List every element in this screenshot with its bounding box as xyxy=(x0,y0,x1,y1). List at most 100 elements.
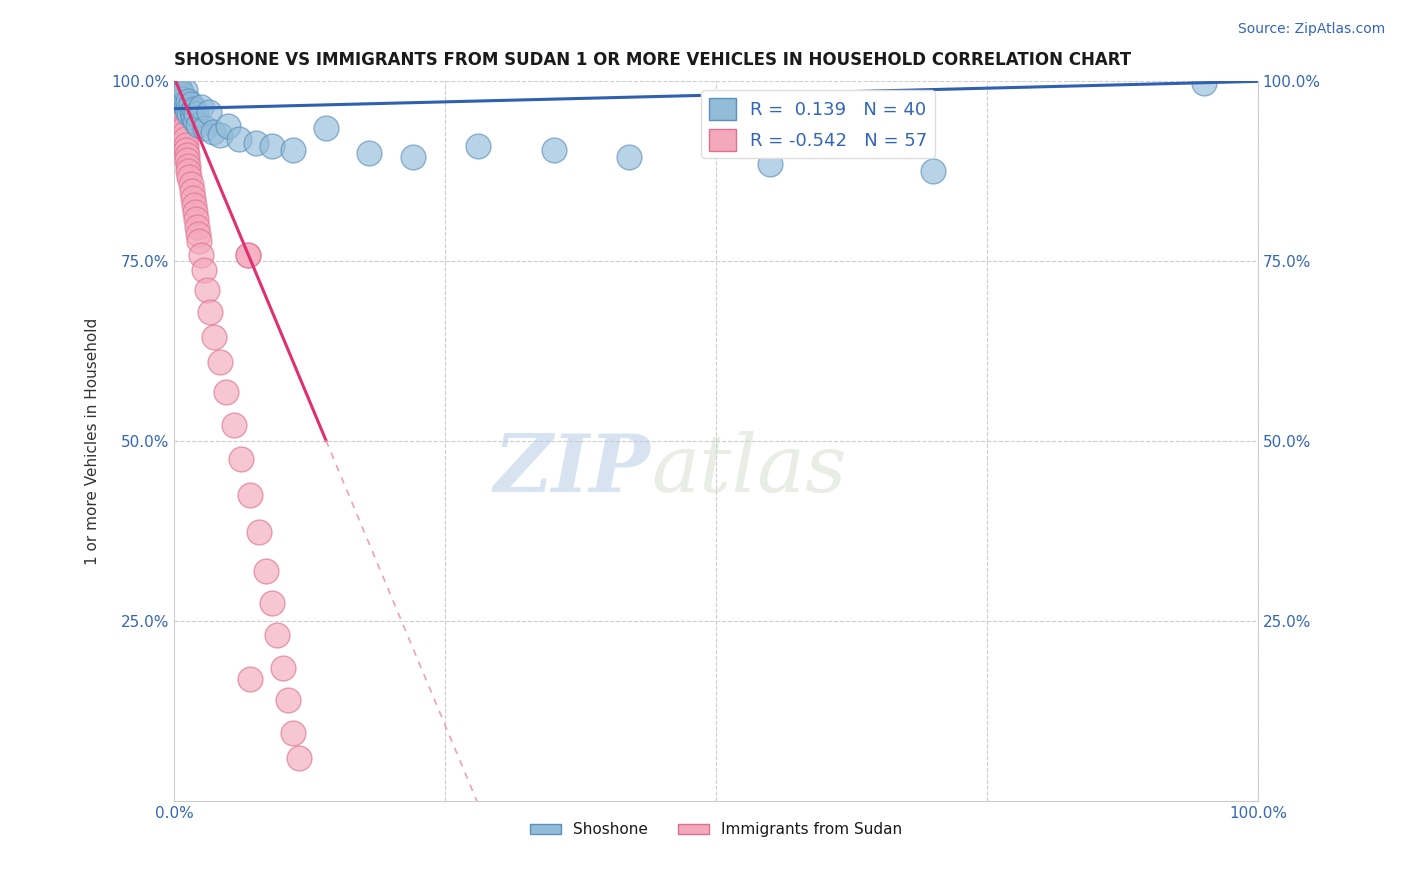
Point xyxy=(401,150,423,164)
Point xyxy=(170,103,193,117)
Point xyxy=(166,79,188,94)
Point xyxy=(187,118,209,132)
Text: ZIP: ZIP xyxy=(494,431,651,508)
Point xyxy=(190,99,212,113)
Point xyxy=(202,330,225,344)
Text: Source: ZipAtlas.com: Source: ZipAtlas.com xyxy=(1237,22,1385,37)
Point xyxy=(165,81,187,95)
Point xyxy=(170,97,193,112)
Point xyxy=(179,169,201,184)
Text: SHOSHONE VS IMMIGRANTS FROM SUDAN 1 OR MORE VEHICLES IN HOUSEHOLD CORRELATION CH: SHOSHONE VS IMMIGRANTS FROM SUDAN 1 OR M… xyxy=(174,51,1132,69)
Point xyxy=(271,661,294,675)
Point xyxy=(198,104,221,119)
Point xyxy=(186,219,208,234)
Point xyxy=(174,143,197,157)
Point xyxy=(180,97,202,112)
Point xyxy=(172,114,194,128)
Point xyxy=(165,77,187,91)
Point xyxy=(169,89,191,103)
Point xyxy=(177,159,200,173)
Point xyxy=(170,90,193,104)
Point xyxy=(165,76,187,90)
Point xyxy=(283,143,305,157)
Point xyxy=(228,132,250,146)
Point xyxy=(180,104,202,119)
Point xyxy=(188,234,211,248)
Point xyxy=(174,83,197,97)
Point xyxy=(184,212,207,227)
Point xyxy=(177,164,200,178)
Point xyxy=(167,85,190,99)
Point xyxy=(166,85,188,99)
Point xyxy=(283,725,305,739)
Point xyxy=(174,132,197,146)
Point xyxy=(166,81,188,95)
Text: atlas: atlas xyxy=(651,431,846,508)
Point xyxy=(173,95,195,110)
Point xyxy=(183,198,205,212)
Point xyxy=(245,136,267,150)
Point xyxy=(467,139,489,153)
Point xyxy=(921,164,943,178)
Point xyxy=(174,137,197,152)
Point xyxy=(169,87,191,102)
Point xyxy=(174,126,197,140)
Point xyxy=(167,79,190,94)
Point xyxy=(236,248,259,262)
Point xyxy=(184,106,207,120)
Point xyxy=(170,99,193,113)
Point xyxy=(170,87,193,102)
Legend: Shoshone, Immigrants from Sudan: Shoshone, Immigrants from Sudan xyxy=(524,816,908,844)
Point xyxy=(239,672,262,686)
Point xyxy=(194,121,217,136)
Point xyxy=(177,95,200,109)
Point xyxy=(172,92,194,106)
Point xyxy=(172,111,194,125)
Point xyxy=(180,177,202,191)
Point xyxy=(198,304,221,318)
Point xyxy=(176,103,198,117)
Point xyxy=(288,750,311,764)
Point xyxy=(277,693,299,707)
Point xyxy=(184,114,207,128)
Point xyxy=(266,628,288,642)
Point xyxy=(184,205,207,219)
Point xyxy=(181,111,204,125)
Point xyxy=(254,564,277,578)
Point xyxy=(543,143,565,157)
Point xyxy=(359,146,381,161)
Point xyxy=(170,95,193,109)
Point xyxy=(172,106,194,120)
Point xyxy=(176,153,198,168)
Point xyxy=(315,121,337,136)
Point xyxy=(195,283,218,297)
Point xyxy=(193,263,215,277)
Point xyxy=(208,128,231,143)
Point xyxy=(173,121,195,136)
Point xyxy=(215,385,238,400)
Point xyxy=(190,248,212,262)
Point xyxy=(169,83,191,97)
Point xyxy=(260,139,283,153)
Point xyxy=(170,92,193,106)
Y-axis label: 1 or more Vehicles in Household: 1 or more Vehicles in Household xyxy=(86,318,100,565)
Point xyxy=(179,106,201,120)
Point xyxy=(180,184,202,198)
Point xyxy=(165,78,187,92)
Point xyxy=(173,118,195,132)
Point xyxy=(222,418,245,433)
Point xyxy=(217,119,239,133)
Point xyxy=(1192,76,1215,90)
Point xyxy=(208,355,231,369)
Point xyxy=(176,148,198,162)
Point xyxy=(174,99,197,113)
Point xyxy=(759,157,782,171)
Point xyxy=(239,488,262,502)
Point xyxy=(187,227,209,241)
Point xyxy=(183,102,205,116)
Point xyxy=(202,125,225,139)
Point xyxy=(236,248,259,262)
Point xyxy=(260,596,283,610)
Point xyxy=(619,150,641,164)
Point xyxy=(247,524,270,539)
